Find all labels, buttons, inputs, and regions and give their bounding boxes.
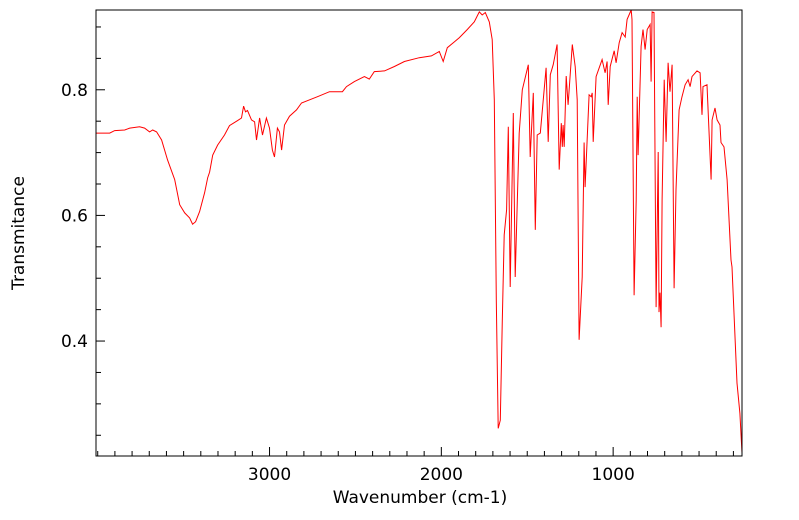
y-tick-label: 0.8 <box>61 81 88 101</box>
y-tick-label: 0.4 <box>61 332 88 352</box>
axis-ticks <box>96 26 734 456</box>
plot-frame <box>95 9 743 457</box>
x-tick-label: 3000 <box>248 465 291 485</box>
x-tick-label: 2000 <box>420 465 463 485</box>
y-tick-labels: 0.4 0.6 0.8 <box>61 81 88 352</box>
x-axis-label: Wavenumber (cm-1) <box>333 488 508 508</box>
x-tick-labels: 3000 2000 1000 <box>248 465 635 485</box>
spectrum-line <box>96 9 743 453</box>
x-tick-label: 1000 <box>592 465 635 485</box>
y-axis-label: Transmitance <box>9 176 29 291</box>
y-tick-label: 0.6 <box>61 206 88 226</box>
